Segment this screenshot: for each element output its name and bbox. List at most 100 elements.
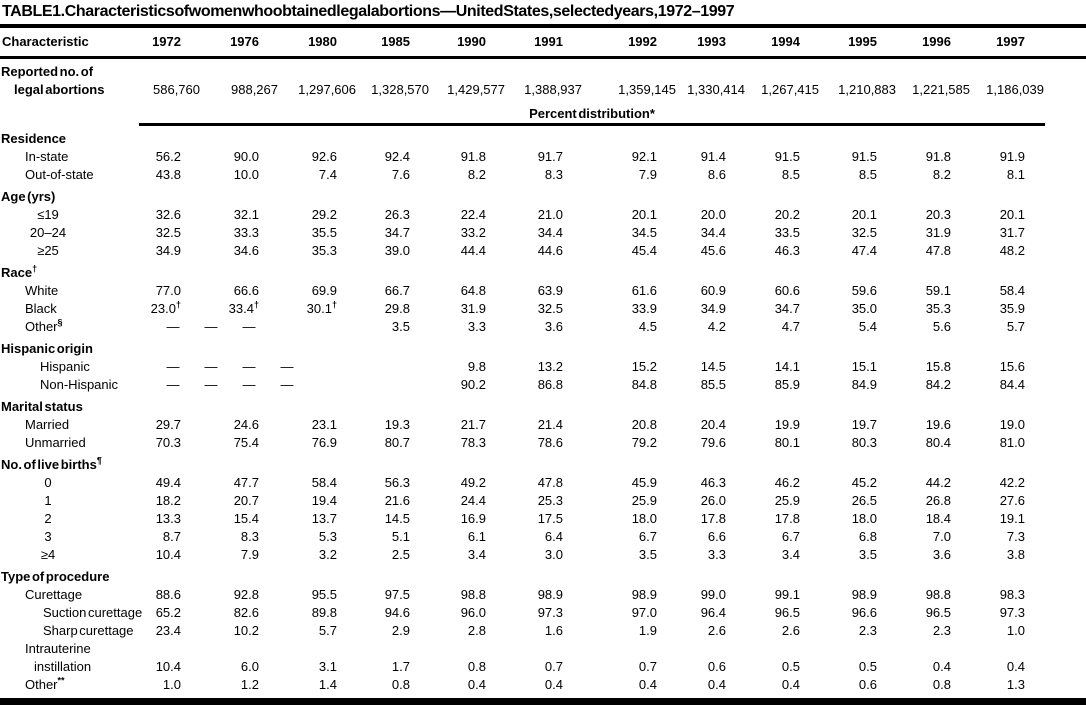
value-cell: 1.9 xyxy=(638,623,657,638)
footnote-marker: § xyxy=(57,317,63,328)
count-cell: 1,267,415 xyxy=(726,81,819,99)
value-cell: 0.4 xyxy=(932,659,951,674)
row-label: ≥4 xyxy=(0,546,108,564)
value-cell: 60.9 xyxy=(700,283,726,298)
value-cell: 26.3 xyxy=(384,207,410,222)
value-cell xyxy=(410,640,486,658)
no-data-dash: — xyxy=(204,319,218,334)
no-data-dash: — xyxy=(280,359,294,374)
value-cell: 32.5 xyxy=(155,225,181,240)
column-header-year: 1997 xyxy=(951,28,1086,59)
table-row: ≥4 10.4 7.9 3.2 2.5 3.4 3.0 3.5 3.3 3.4 3.5 3.6 3.8 xyxy=(0,546,1086,564)
value-cell: 34.4 xyxy=(700,225,726,240)
value-cell: 1.7 xyxy=(391,659,410,674)
value-cell: 3.1 xyxy=(318,659,337,674)
value-cell: 65.2 xyxy=(155,605,181,620)
value-cell: 20.1 xyxy=(631,207,657,222)
value-cell: 33.2 xyxy=(460,225,486,240)
no-data-dash: — xyxy=(242,319,256,334)
section-label: Residence xyxy=(1,131,67,146)
value-cell: 20.0 xyxy=(700,207,726,222)
value-cell: 34.7 xyxy=(384,225,410,240)
value-cell: 91.7 xyxy=(537,149,563,164)
value-cell: 5.1 xyxy=(391,529,410,544)
row-label: Out-of-state xyxy=(25,167,94,182)
row-label: Sharp curettage xyxy=(43,623,134,638)
value-cell: 98.8 xyxy=(925,587,951,602)
value-cell: 80.3 xyxy=(851,435,877,450)
table-row: 3 8.7 8.3 5.3 5.1 6.1 6.4 6.7 6.6 6.7 6.8 7.0 7.3 xyxy=(0,528,1086,546)
value-cell: 3.3 xyxy=(707,547,726,562)
value-cell: 15.4 xyxy=(233,511,259,526)
value-cell: 10.0 xyxy=(233,167,259,182)
value-cell: 14.5 xyxy=(700,359,726,374)
value-cell: 45.2 xyxy=(851,475,877,490)
value-cell: 13.3 xyxy=(155,511,181,526)
row-label: Other** xyxy=(25,675,65,692)
value-cell: 15.2 xyxy=(631,359,657,374)
value-cell: 80.1 xyxy=(774,435,800,450)
value-cell: 19.3 xyxy=(384,417,410,432)
value-cell: 84.2 xyxy=(925,377,951,392)
count-value: 1,221,585 xyxy=(912,82,970,97)
value-cell: 97.5 xyxy=(384,587,410,602)
value-cell: 10.2 xyxy=(233,623,259,638)
value-cell: 0.4 xyxy=(707,677,726,692)
value-cell: 31.9 xyxy=(925,225,951,240)
value-cell: 6.6 xyxy=(707,529,726,544)
table-row: Unmarried 70.3 75.4 76.9 80.7 78.3 78.6 79.2 79.… xyxy=(0,434,1086,452)
value-cell: 0.6 xyxy=(707,659,726,674)
value-cell: 48.2 xyxy=(999,243,1025,258)
value-cell xyxy=(259,640,337,658)
value-cell: 31.9 xyxy=(460,301,486,316)
value-cell: 96.4 xyxy=(700,605,726,620)
table-row: 2 13.3 15.4 13.7 14.5 16.9 17.5 18.0 17.8 17.8 18.… xyxy=(0,510,1086,528)
value-cell: 3.8 xyxy=(1006,547,1025,562)
value-cell: 3.6 xyxy=(932,547,951,562)
value-cell: 8.1 xyxy=(1006,167,1025,182)
value-cell: 23.1 xyxy=(311,417,337,432)
value-cell: 10.4 xyxy=(155,547,181,562)
column-header-year: 1994 xyxy=(726,28,800,59)
value-cell: 6.1 xyxy=(467,529,486,544)
value-cell: 78.3 xyxy=(460,435,486,450)
value-cell: 0.8 xyxy=(932,677,951,692)
column-header-year: 1985 xyxy=(337,28,410,59)
value-cell: 90.0 xyxy=(233,149,259,164)
section-row: Age (yrs) xyxy=(0,184,1086,206)
value-cell: 92.4 xyxy=(384,149,410,164)
value-cell: 76.9 xyxy=(311,435,337,450)
row-label: 0 xyxy=(0,474,108,492)
value-cell: 3.4 xyxy=(467,547,486,562)
row-label: Intrauterine xyxy=(25,641,91,656)
table-row: Married 29.7 24.6 23.1 19.3 21.7 21.4 20.8 20.4 1… xyxy=(0,416,1086,434)
section-label: Race† xyxy=(1,263,38,280)
value-cell: 6.0 xyxy=(240,659,259,674)
value-cell: 96.5 xyxy=(925,605,951,620)
value-cell: 26.0 xyxy=(700,493,726,508)
value-cell: 0.5 xyxy=(858,659,877,674)
row-label: ≤19 xyxy=(0,206,108,224)
footnote-marker: † xyxy=(331,299,337,310)
row-label-text: 20–24 xyxy=(29,225,67,240)
value-cell: 32.5 xyxy=(537,301,563,316)
value-cell: 59.1 xyxy=(925,283,951,298)
value-cell: 17.8 xyxy=(774,511,800,526)
value-cell: 85.5 xyxy=(700,377,726,392)
footnote-marker: † xyxy=(32,263,38,274)
count-cell: 1,328,570 xyxy=(337,81,429,99)
value-cell: 47.8 xyxy=(925,243,951,258)
value-cell: 35.3 xyxy=(311,243,337,258)
row-label-text: ≤19 xyxy=(37,207,59,222)
value-cell: 19.7 xyxy=(851,417,877,432)
value-cell: 94.6 xyxy=(384,605,410,620)
value-cell: 20.7 xyxy=(233,493,259,508)
no-data-dash-cell: — — — — xyxy=(108,358,410,376)
value-cell: 49.4 xyxy=(155,475,181,490)
value-cell: 96.6 xyxy=(851,605,877,620)
value-cell: 79.6 xyxy=(700,435,726,450)
value-cell: 3.2 xyxy=(318,547,337,562)
value-cell: 34.7 xyxy=(774,301,800,316)
table-row: Black 23.0† 33.4† 30.1† 29.8 31.9 32.5 33.9 34.9… xyxy=(0,300,1086,318)
value-cell: 96.0 xyxy=(460,605,486,620)
